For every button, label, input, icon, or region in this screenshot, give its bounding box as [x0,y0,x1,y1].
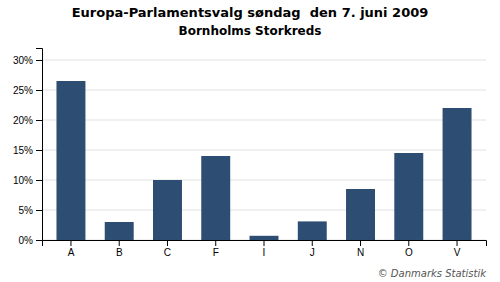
footer: © Danmarks Statistik [378,268,488,279]
bar [250,236,279,240]
x-tick-mark [119,240,120,246]
y-tick-label: 25% [13,85,33,96]
y-tick-mark [36,210,42,211]
bar [201,156,230,240]
y-tick-mark [36,150,42,151]
bar [153,180,182,240]
grid-line [42,120,486,121]
x-tick-label: O [405,247,413,258]
bar [105,222,134,240]
x-tick-label: I [263,247,266,258]
x-tick-mark [167,240,168,246]
y-tick: 30% [13,55,42,66]
y-tick: 0% [19,235,42,246]
x-tick: I [263,240,266,258]
y-tick-label: 10% [13,175,33,186]
x-tick-mark [360,240,361,246]
x-axis: ABCFIJNOV [43,240,487,258]
bar [394,153,423,240]
x-tick: O [405,240,413,258]
x-tick-label: B [116,247,123,258]
x-tick-mark [457,240,458,246]
x-tick-label: N [357,247,364,258]
x-tick: N [357,240,364,258]
subtitle: Bornholms Storkreds [179,24,322,38]
y-tick: 15% [13,145,42,156]
y-tick-label: 30% [13,55,33,66]
bar [56,81,85,240]
y-tick-mark [36,60,42,61]
x-axis-line [43,241,487,247]
y-tick-label: 15% [13,145,33,156]
y-tick-label: 5% [19,205,34,216]
bar [443,108,472,240]
x-tick-mark [264,240,265,246]
x-tick-mark [408,240,409,246]
bar [298,221,327,240]
x-tick-mark [215,240,216,246]
y-tick: 10% [13,175,42,186]
x-tick: B [116,240,123,258]
plot-area: 0% 5% 10% 15% 20% 25% 30% A B C F I J N O V [13,49,487,259]
y-tick-mark [36,180,42,181]
x-tick-label: J [310,247,315,258]
y-tick-label: 0% [19,235,34,246]
y-tick-label: 20% [13,115,33,126]
bar [346,189,375,240]
y-tick: 25% [13,85,42,96]
bars [56,81,471,240]
x-tick-mark [312,240,313,246]
x-tick-label: C [164,247,171,258]
x-tick-label: A [68,247,75,258]
y-tick-mark [36,240,42,241]
y-tick: 20% [13,115,42,126]
y-axis-line [36,49,43,241]
chart-container: Europa-Parlamentsvalg søndag den 7. juni… [0,0,500,282]
grid-line [42,60,486,61]
y-axis: 0% 5% 10% 15% 20% 25% 30% [13,49,43,246]
x-tick-label: F [213,247,219,258]
y-tick-mark [36,120,42,121]
x-tick: V [454,240,461,258]
grid [42,60,486,240]
y-tick-mark [36,90,42,91]
x-tick: F [213,240,219,258]
title: Europa-Parlamentsvalg søndag den 7. juni… [72,5,429,20]
x-tick-label: V [454,247,461,258]
x-tick: A [68,240,75,258]
grid-line [42,150,486,151]
x-tick-mark [70,240,71,246]
y-tick: 5% [19,205,42,216]
x-tick: J [310,240,315,258]
x-tick: C [164,240,171,258]
grid-line [42,90,486,91]
chart-svg: Europa-Parlamentsvalg søndag den 7. juni… [0,0,500,282]
